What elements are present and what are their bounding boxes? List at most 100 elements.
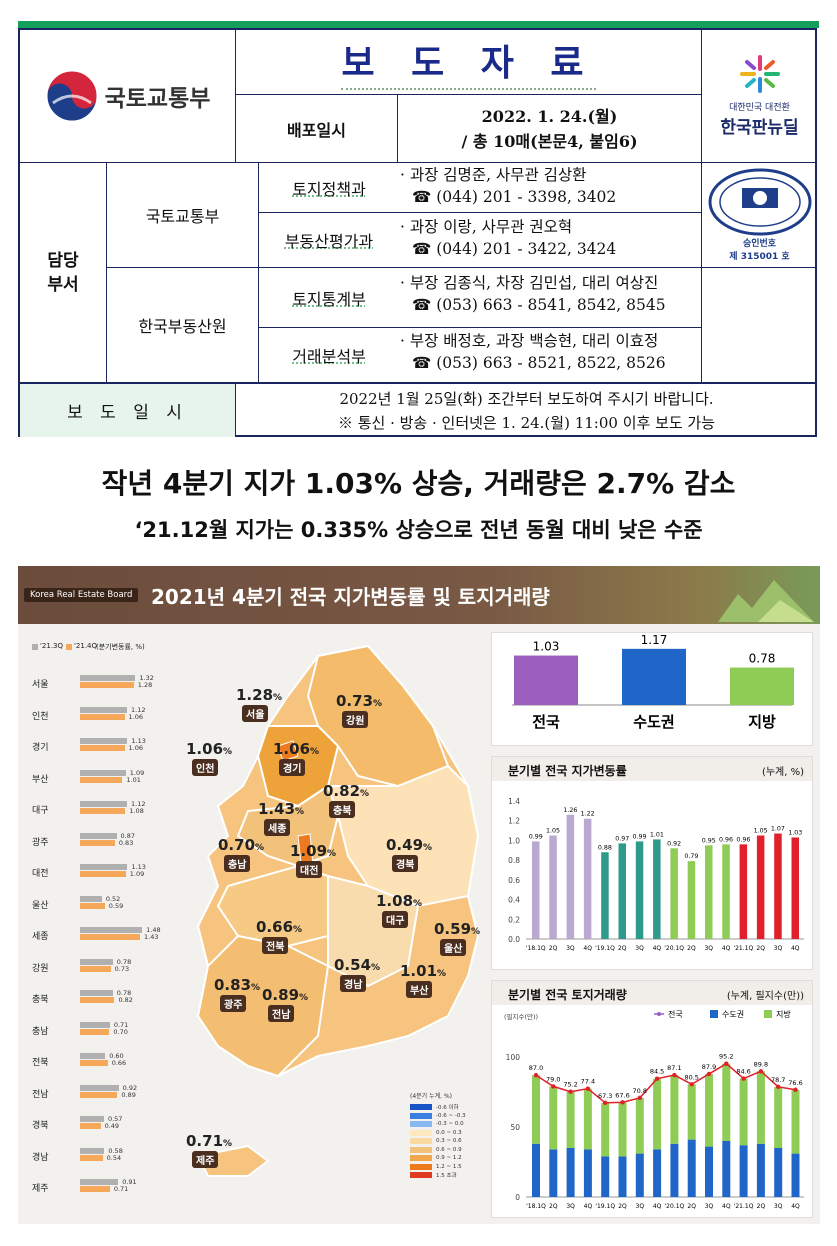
x-tick-label: '19.1Q (595, 1203, 615, 1210)
y-tick-label: 0.4 (508, 896, 520, 905)
y-tick-label: 100 (506, 1053, 521, 1062)
contact-appraisal: · 과장 이랑, 사무관 권오혁 ☎ (044) 201 - 3422, 342… (400, 216, 616, 260)
price-bar (618, 843, 626, 939)
legend-marker (657, 1012, 661, 1016)
map-region-pill: 부산 (406, 981, 433, 998)
legend-q3-label: '21.3Q (40, 642, 64, 650)
map-value-unit: % (293, 925, 303, 935)
volume-total-value: 95.2 (719, 1053, 733, 1061)
region-value-q3: 1.12 (131, 705, 146, 714)
region-bar-q3 (80, 769, 126, 776)
map-value: 0.82% (323, 782, 369, 800)
region-bar-q4 (80, 1060, 108, 1066)
region-value-q3: 1.12 (131, 800, 146, 808)
map-region-pill: 경기 (279, 759, 306, 776)
region-value-q4: 1.09 (129, 870, 145, 878)
volume-bar-regional (601, 1102, 610, 1157)
map-value-unit: % (413, 899, 423, 909)
volume-total-value: 70.8 (633, 1087, 647, 1095)
volume-total-value: 78.7 (771, 1076, 785, 1084)
map-value-unit: % (310, 747, 320, 757)
region-name: 부산 (32, 774, 49, 785)
price-bar (532, 841, 540, 939)
x-tick-label: 3Q (566, 945, 575, 952)
map-legend-label: -0.3 ~ 0.0 (436, 1121, 464, 1128)
price-bar (705, 845, 713, 939)
map-legend-swatch (410, 1121, 432, 1128)
region-value-q4: 1.06 (128, 712, 143, 721)
map-value-number: 1.43 (258, 800, 296, 818)
subheadline: ‘21.12월 지가는 0.335% 상승으로 전년 동월 대비 낮은 수준 (134, 518, 703, 542)
legend-q3-swatch (32, 644, 38, 650)
region-value-q4: 0.66 (111, 1059, 127, 1067)
region-name: 전남 (32, 1089, 49, 1100)
volume-bar-regional (618, 1102, 627, 1157)
embargo-label: 보 도 일 시 (20, 384, 235, 437)
volume-total-value: 87.0 (529, 1064, 543, 1072)
volume-bar-capital (601, 1156, 610, 1197)
summary-value: 1.03 (533, 640, 560, 654)
x-tick-label: '18.1Q (526, 1203, 546, 1210)
volume-total-line (535, 1062, 796, 1104)
price-value: 0.92 (667, 840, 681, 847)
region-bar-q4 (80, 902, 105, 909)
x-tick-label: '20.1Q (665, 1203, 685, 1210)
x-tick-label: 2Q (549, 945, 558, 952)
map-value: 0.66% (256, 918, 302, 936)
price-value: 1.05 (546, 828, 560, 835)
map-legend-item: 0.0 ~ 0.3 (410, 1129, 490, 1138)
map-value-unit: % (299, 993, 309, 1003)
y-tick-label: 1.4 (508, 797, 520, 806)
volume-total-marker (603, 1100, 608, 1105)
land-volume-unit: (누계, 필지수(만)) (726, 991, 804, 1002)
volume-bar-capital (756, 1143, 765, 1197)
map-region-pill: 대전 (296, 861, 323, 878)
map-legend-item: 1.5 초과 (410, 1171, 490, 1180)
map-value: 1.01% (400, 962, 446, 980)
x-tick-label: 3Q (774, 945, 783, 952)
volume-bar-regional (739, 1078, 748, 1146)
legend-swatch (710, 1010, 718, 1018)
map-legend-swatch (410, 1129, 432, 1136)
region-bar-q3 (80, 1147, 105, 1154)
volume-bar-regional (532, 1075, 540, 1144)
volume-bar-capital (670, 1143, 679, 1197)
document-title: 보 도 자 료 (236, 30, 701, 94)
map-legend-swatch (410, 1138, 432, 1145)
map-legend-title: (4분기 누계, %) (410, 1093, 453, 1100)
volume-total-marker (672, 1072, 677, 1078)
x-tick-label: 4Q (722, 1203, 731, 1210)
region-value-q4: 0.89 (121, 1090, 136, 1099)
map-value-unit: % (327, 849, 337, 859)
volume-total-value: 84.5 (650, 1068, 664, 1076)
map-legend-swatch (410, 1104, 432, 1111)
price-value: 0.79 (684, 853, 698, 860)
y-tick-label: 1.2 (508, 817, 520, 826)
korean-new-deal-logo: 대한민국 대전환 한국판뉴딜 (702, 30, 817, 162)
contact-phone: ☎ (053) 663 - 8541, 8542, 8545 (412, 296, 666, 314)
legend-q4-label: '21.4Q (74, 642, 98, 650)
map-value: 0.54% (334, 956, 380, 974)
map-value: 0.71% (186, 1132, 232, 1150)
price-value: 0.99 (529, 833, 543, 840)
x-tick-label: 2Q (687, 1203, 696, 1210)
region-value-q3: 0.78 (116, 957, 132, 966)
map-legend-label: 0.9 ~ 1.2 (436, 1155, 462, 1162)
dept-land-stats: 토지통계부 (259, 268, 399, 327)
map-value: 0.83% (214, 976, 260, 994)
map-legend-item: 0.3 ~ 0.6 (410, 1137, 490, 1146)
region-value-q4: 0.82 (118, 996, 133, 1004)
land-price-panel: 분기별 전국 지가변동률 (누계, %) 0.0 0.2 0.4 0.6 0.8 1.0 1… (491, 756, 813, 970)
summary-category: 지방 (748, 713, 776, 731)
price-value: 0.96 (736, 836, 750, 843)
contact-names: · 부장 배정호, 과장 백승현, 대리 이효정 (400, 332, 659, 350)
dept-name: 부동산평가과 (284, 232, 374, 251)
y-tick-label: 0.6 (508, 876, 520, 885)
map-region-pill: 대구 (382, 911, 409, 928)
region-value-q4: 0.71 (113, 1185, 129, 1193)
price-value: 0.97 (615, 835, 629, 842)
map-legend-swatch (410, 1172, 432, 1179)
volume-total-value: 79.0 (546, 1075, 560, 1083)
map-value-unit: % (471, 927, 481, 937)
x-tick-label: 2Q (757, 1203, 766, 1210)
